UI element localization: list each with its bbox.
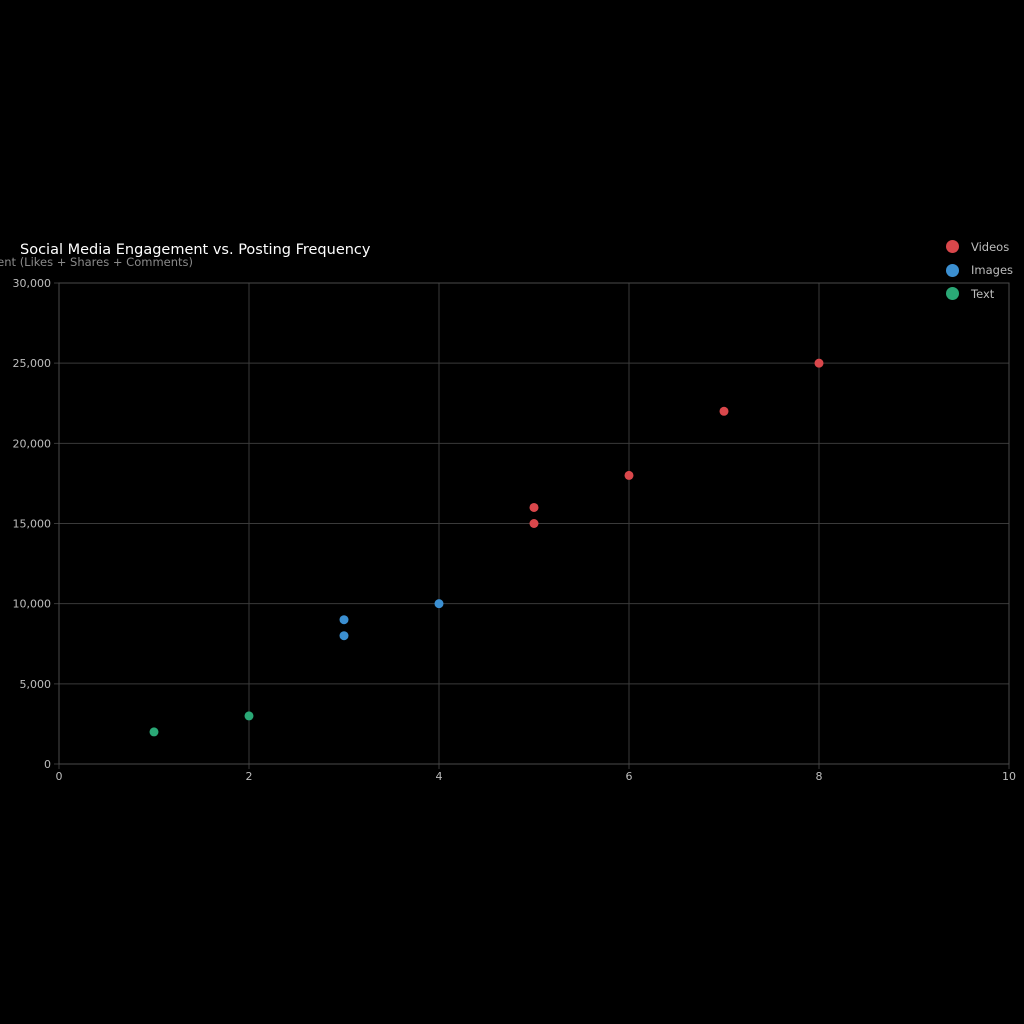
data-point-images	[434, 599, 444, 609]
legend-item-videos[interactable]: Videos	[946, 235, 1013, 259]
legend-item-text[interactable]: Text	[946, 282, 1013, 306]
y-tick-label: 15,000	[13, 518, 52, 531]
data-point-text	[149, 727, 159, 737]
legend-swatch	[946, 263, 959, 277]
data-point-images	[339, 615, 349, 625]
x-tick-label: 10	[1002, 770, 1016, 783]
y-tick-label: 25,000	[13, 357, 52, 370]
y-axis-label: ment (Likes + Shares + Comments)	[0, 255, 193, 269]
chart-title: Social Media Engagement vs. Posting Freq…	[20, 242, 371, 258]
data-point-text	[244, 711, 254, 721]
y-tick-label: 20,000	[13, 437, 52, 450]
x-tick-label: 2	[246, 770, 253, 783]
legend-item-images[interactable]: Images	[946, 259, 1013, 283]
data-point-videos	[719, 406, 729, 416]
data-point-videos	[624, 470, 634, 480]
data-point-videos	[814, 358, 824, 368]
plot-border	[58, 282, 1010, 765]
x-tick-label: 6	[626, 770, 633, 783]
data-point-videos	[529, 502, 539, 512]
legend-swatch	[946, 287, 959, 301]
y-tick-label: 5,000	[20, 678, 52, 691]
y-tick-label: 0	[44, 758, 51, 771]
data-point-images	[339, 631, 349, 641]
legend-label: Videos	[971, 239, 1010, 254]
data-point-videos	[529, 519, 539, 528]
legend-swatch	[946, 240, 959, 254]
x-tick-label: 4	[436, 770, 443, 783]
y-tick-label: 10,000	[13, 598, 52, 611]
x-tick-label: 0	[56, 770, 63, 783]
legend-label: Images	[971, 263, 1014, 278]
x-tick-label: 8	[816, 770, 823, 783]
legend: Videos Images Text	[946, 235, 1013, 306]
legend-label: Text	[971, 286, 995, 301]
y-tick-label: 30,000	[13, 277, 52, 290]
